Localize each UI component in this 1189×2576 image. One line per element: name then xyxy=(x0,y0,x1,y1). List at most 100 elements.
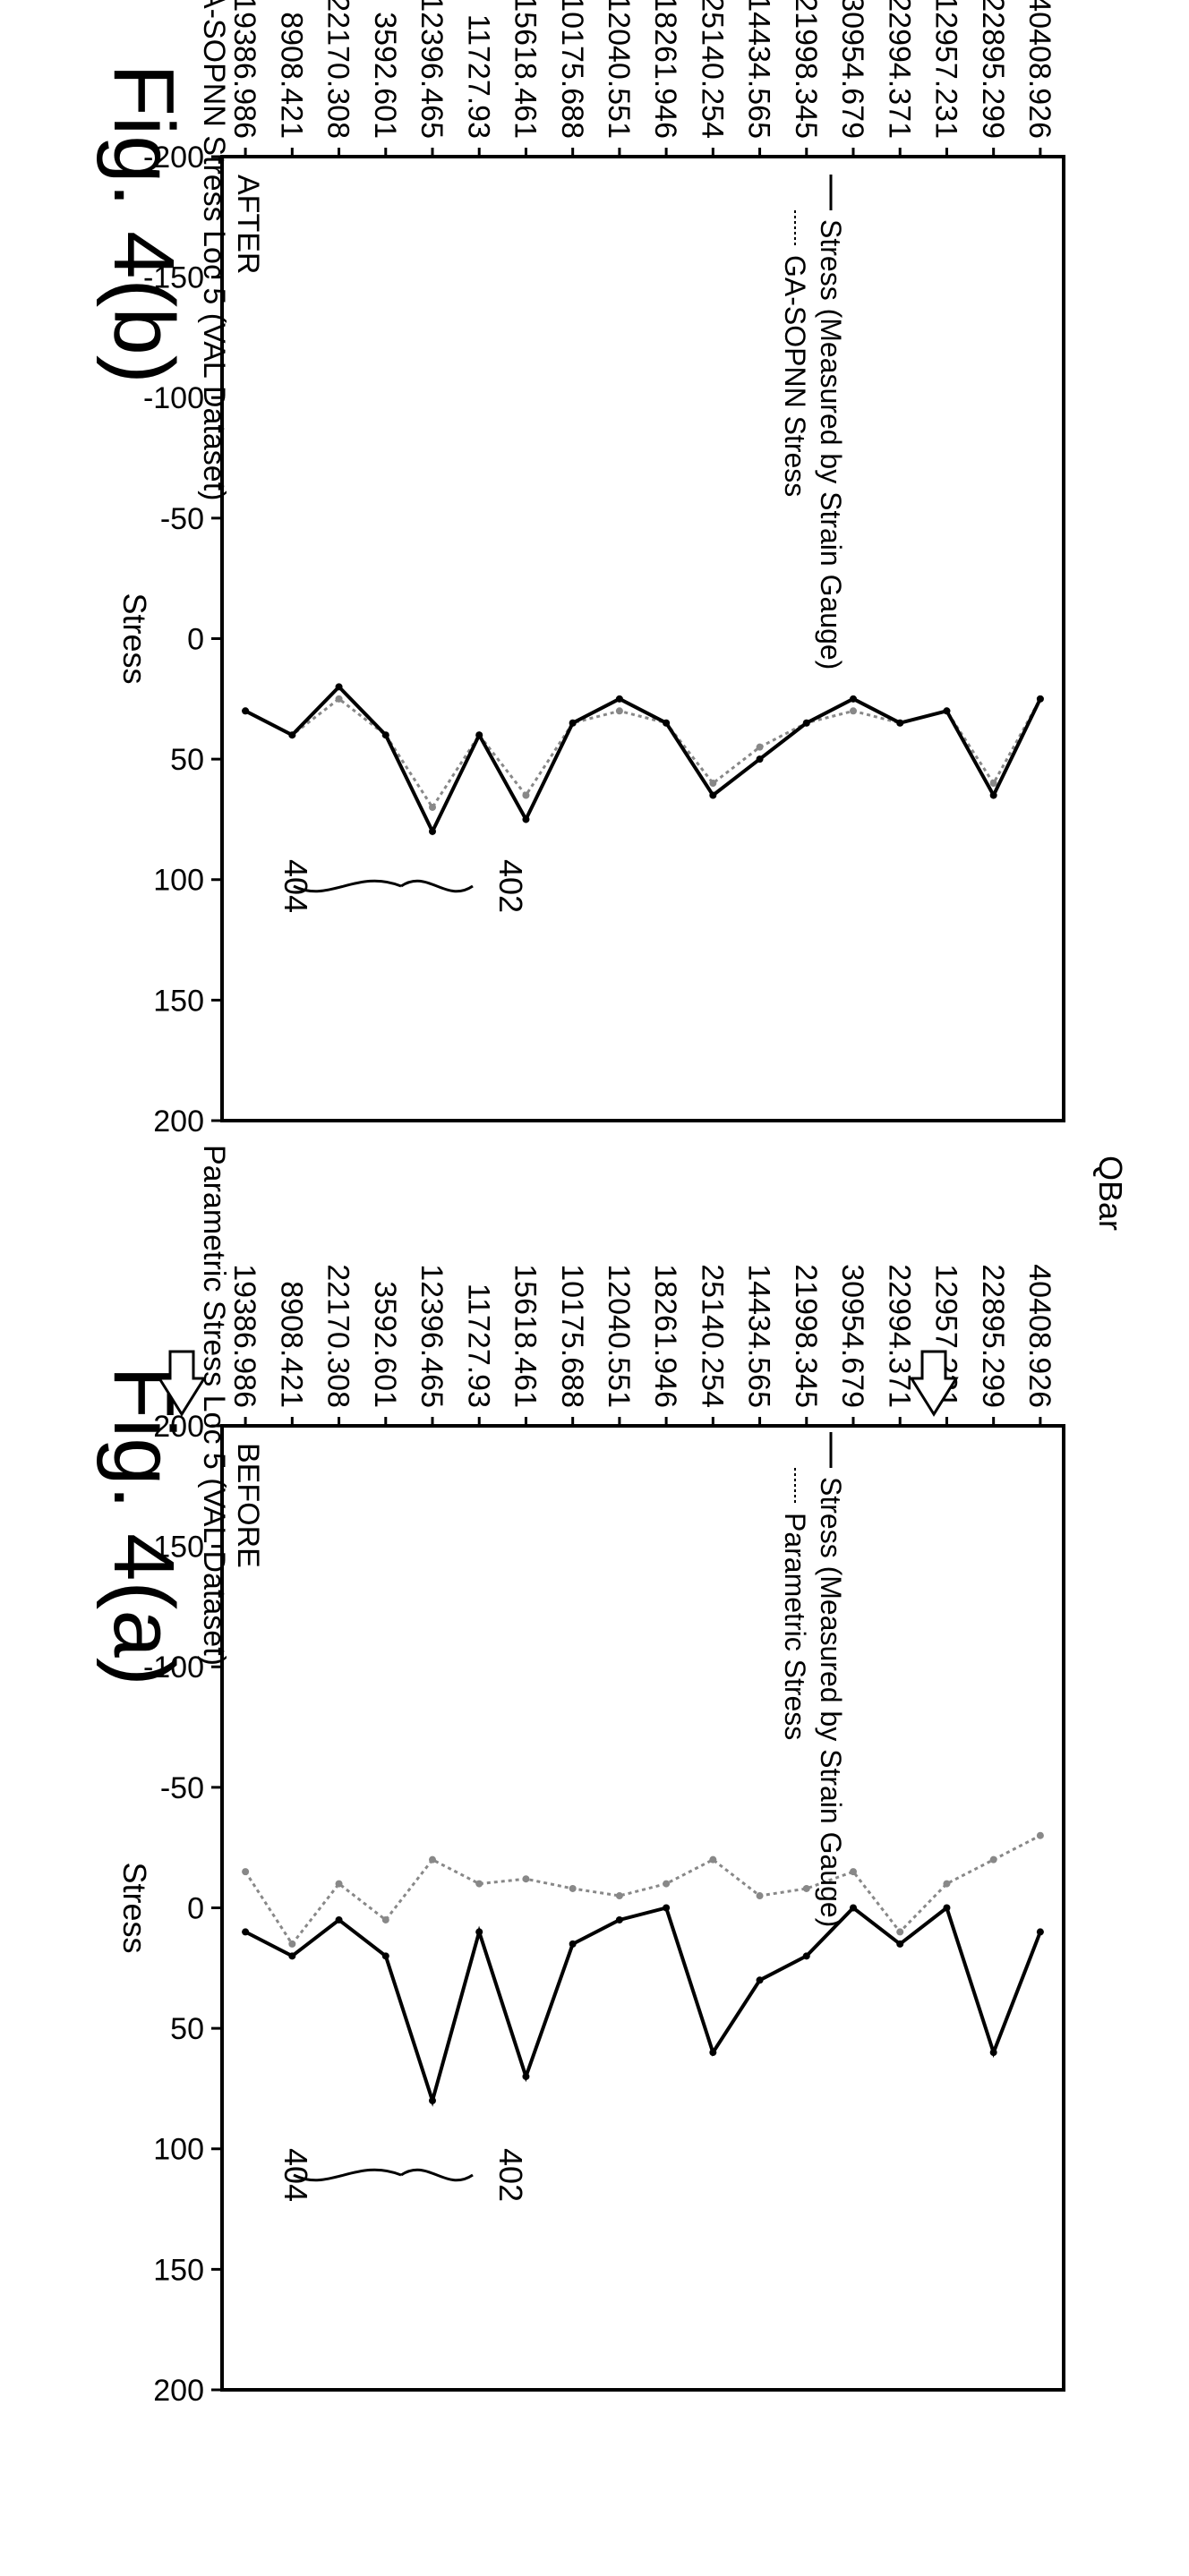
chart-b-ytick-label: 150 xyxy=(153,984,204,1018)
chart-a-series-0-point xyxy=(663,1880,671,1888)
chart-a-xtick-label: 8908.421 xyxy=(274,1281,308,1408)
chart-b-series-1-point xyxy=(429,827,436,835)
chart-a-series-1-point xyxy=(802,1952,810,1960)
chart-b-series-1-point xyxy=(335,683,343,691)
chart-b-series-1-point xyxy=(381,731,389,739)
chart-a-series-1-point xyxy=(522,2072,530,2080)
chart-a-xtick-label: 19386.986 xyxy=(227,1264,261,1408)
chart-b-series-1-point xyxy=(475,731,483,739)
figure-b: Fig. 4(b) GA-SOPNN Stress Loc 5 (VAL Dat… xyxy=(96,0,1065,1139)
chart-b-xtick-label: 8908.421 xyxy=(274,12,308,139)
chart-b-xtick-label: 15618.461 xyxy=(509,0,543,139)
chart-a-ytick-label: 0 xyxy=(187,1891,204,1925)
chart-a-ylabel: Stress xyxy=(116,1862,153,1953)
chart-b-xtick-label: 3592.601 xyxy=(368,12,402,139)
chart-a-ytick-label: 150 xyxy=(153,2253,204,2287)
chart-b-series-1-point xyxy=(615,695,623,703)
chart-a-series-1-point xyxy=(569,1940,577,1948)
chart-b-ytick-label: 100 xyxy=(153,864,204,898)
chart-a-ytick-label: -100 xyxy=(143,1651,204,1685)
chart-a-corner-label: BEFORE xyxy=(231,1443,265,1568)
chart-b-xtick-label: 30954.679 xyxy=(835,0,869,139)
chart-b-callout-402: 402 xyxy=(492,859,529,913)
chart-b-ytick-label: 50 xyxy=(170,743,204,777)
chart-b-ytick-label: -50 xyxy=(160,502,204,536)
chart-a-series-0-point xyxy=(989,1855,997,1864)
chart-b-series-1-point xyxy=(522,815,530,823)
chart-a-callout-402: 402 xyxy=(492,2148,529,2202)
chart-a-xtick-label: 14434.565 xyxy=(742,1264,776,1408)
chart-b-xtick-label: 12957.231 xyxy=(929,0,963,139)
chart-a-series-1-point xyxy=(615,1915,623,1923)
chart-b-xtick-label: 22895.299 xyxy=(976,0,1010,139)
chart-a-xtick-label: 12040.551 xyxy=(602,1264,636,1408)
chart-a-xtick-label: 12396.465 xyxy=(415,1264,449,1408)
chart-a-callout-402-leader xyxy=(400,2168,474,2182)
chart-a-xtick-label: 22994.371 xyxy=(882,1264,916,1408)
chart-a-ytick-label: 200 xyxy=(153,2374,204,2408)
chart-b-ytick-label: -100 xyxy=(143,381,204,415)
chart-a-xtick-label: 30954.679 xyxy=(835,1264,869,1408)
chart-b-series-1-line xyxy=(244,684,1042,836)
chart-a-xtick-label: 25140.254 xyxy=(695,1264,729,1408)
chart-b-corner-label: AFTER xyxy=(231,175,265,274)
chart-a-ytick-label: -150 xyxy=(143,1531,204,1565)
chart-a-ytick-label: 100 xyxy=(153,2133,204,2167)
chart-b-ylabel: Stress xyxy=(116,593,153,684)
chart-a-xtick-label: 15618.461 xyxy=(509,1264,543,1408)
chart-b-xtick-label: 22170.308 xyxy=(321,0,355,139)
chart-b-series-1-point xyxy=(663,719,671,727)
chart-a-series-0-point xyxy=(429,1855,436,1864)
figure-a: Fig. 4(a) Parametric Stress Loc 5 (VAL D… xyxy=(96,1145,1129,2408)
chart-b-legend-label-dotted: GA-SOPNN Stress xyxy=(779,255,811,497)
chart-b-series-0-point xyxy=(756,743,764,751)
up-arrow-bottom xyxy=(909,1350,959,1417)
chart-a-series-0-point xyxy=(756,1892,764,1900)
chart-b-series-1-point xyxy=(896,719,904,727)
chart-b-series-1-point xyxy=(709,791,717,799)
chart-a-legend-label-solid: Stress (Measured by Strain Gauge) xyxy=(815,1477,847,1927)
chart-a-ytick-label: -200 xyxy=(143,1410,204,1444)
chart-a-series-1-point xyxy=(429,2096,436,2104)
chart-a-xtick-label: 3592.601 xyxy=(368,1281,402,1408)
chart-b-series-0-point xyxy=(709,780,717,788)
chart-b-callout-404-leader xyxy=(293,879,402,893)
chart-a-series-0-point xyxy=(615,1892,623,1900)
chart-a-series-0-point xyxy=(288,1940,296,1948)
chart-b-title: GA-SOPNN Stress Loc 5 (VAL Dataset) xyxy=(197,0,231,500)
chart-a-xtick-label: 11727.93 xyxy=(461,1284,495,1408)
chart-a-xtick-label: 10175.688 xyxy=(555,1264,589,1408)
chart-a-xtick-label: 22895.299 xyxy=(976,1264,1010,1408)
chart-b-xtick-label: 22994.371 xyxy=(882,0,916,139)
chart-b-series-0-point xyxy=(615,707,623,715)
chart-b-series-0-point xyxy=(522,791,530,799)
chart-b-xtick-label: 19386.986 xyxy=(227,0,261,139)
chart-b-series-1-point xyxy=(802,719,810,727)
chart-b-frame xyxy=(220,155,1065,1122)
chart-b-callout-402-leader xyxy=(400,879,474,893)
chart-a-series-0-point xyxy=(335,1880,343,1888)
chart-b-series-1-point xyxy=(989,791,997,799)
chart-a-series-1-point xyxy=(850,1904,857,1912)
chart-a-xtick-label: 18261.946 xyxy=(648,1264,682,1408)
chart-b-ytick-label: 200 xyxy=(153,1105,204,1139)
chart-a-series-1-point xyxy=(989,2049,997,2057)
chart-a-series-1-point xyxy=(242,1928,250,1936)
chart-a-series-0-point xyxy=(569,1884,577,1892)
figure-a-title: Fig. 4(a) xyxy=(96,1366,192,1685)
chart-a-series-0-point xyxy=(522,1875,530,1883)
chart-b-xtick-label: 12040.551 xyxy=(602,0,636,139)
chart-b-ytick-label: -200 xyxy=(143,141,204,175)
chart-a-series-0-point xyxy=(242,1868,250,1876)
chart-b-series-0-point xyxy=(429,803,436,811)
chart-a-series-0-point xyxy=(896,1928,904,1936)
chart-b-series-1-point xyxy=(850,695,857,703)
chart-b-xtick-label: 11727.93 xyxy=(461,14,495,139)
chart-a-series-1-point xyxy=(943,1904,951,1912)
chart-a-plot: 200 150 100 50 0 -50 -100 -150 -200 Stress 19386.9… xyxy=(116,1156,1129,2408)
chart-a-xtick-label: 22170.308 xyxy=(321,1264,355,1408)
chart-a-series-1-point xyxy=(335,1915,343,1923)
chart-a-legend-label-dotted: Parametric Stress xyxy=(779,1513,811,1740)
